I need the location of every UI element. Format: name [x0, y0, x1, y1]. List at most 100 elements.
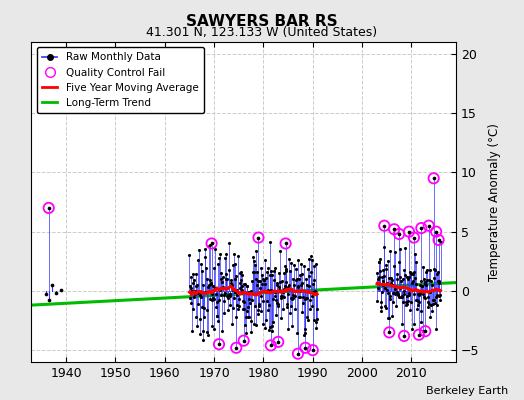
Point — [266, 324, 274, 330]
Point — [421, 278, 429, 285]
Point — [231, 276, 239, 282]
Point — [435, 292, 443, 299]
Point — [296, 288, 304, 294]
Point — [373, 270, 381, 276]
Point — [226, 302, 235, 308]
Point — [250, 257, 258, 264]
Point — [228, 305, 237, 312]
Point — [390, 226, 398, 232]
Point — [409, 290, 418, 297]
Point — [399, 276, 408, 282]
Point — [232, 314, 241, 320]
Point — [205, 296, 214, 303]
Point — [391, 249, 399, 256]
Point — [289, 276, 298, 282]
Point — [300, 332, 308, 339]
Point — [276, 248, 285, 254]
Point — [301, 330, 309, 337]
Point — [246, 300, 254, 306]
Point — [399, 298, 407, 305]
Point — [374, 285, 382, 291]
Point — [308, 293, 316, 299]
Point — [186, 282, 194, 289]
Point — [292, 276, 301, 282]
Point — [385, 315, 393, 321]
Point — [309, 347, 317, 353]
Point — [400, 333, 408, 339]
Point — [278, 292, 286, 299]
Point — [404, 298, 412, 304]
Point — [215, 285, 223, 292]
Point — [187, 274, 195, 280]
Point — [417, 225, 425, 231]
Point — [311, 288, 319, 294]
Point — [301, 344, 310, 351]
Point — [411, 275, 419, 281]
Point — [273, 282, 281, 288]
Point — [274, 339, 282, 345]
Point — [245, 289, 254, 295]
Point — [403, 274, 411, 280]
Point — [387, 280, 395, 286]
Point — [290, 293, 299, 300]
Point — [258, 320, 267, 327]
Point — [267, 268, 275, 274]
Point — [235, 303, 243, 310]
Point — [426, 289, 434, 296]
Point — [45, 205, 53, 211]
Point — [191, 313, 200, 320]
Point — [249, 321, 258, 327]
Point — [209, 282, 217, 289]
Point — [188, 328, 196, 334]
Point — [221, 255, 230, 261]
Point — [238, 306, 247, 312]
Point — [304, 266, 312, 272]
Point — [216, 276, 225, 282]
Point — [239, 338, 248, 344]
Point — [414, 298, 423, 305]
Point — [374, 259, 383, 265]
Point — [408, 326, 417, 332]
Point — [377, 308, 386, 314]
Point — [200, 313, 209, 320]
Point — [220, 298, 228, 304]
Point — [232, 273, 240, 279]
Point — [269, 319, 277, 326]
Point — [248, 296, 256, 303]
Point — [424, 304, 432, 310]
Point — [389, 262, 398, 269]
Point — [258, 272, 266, 278]
Point — [202, 265, 210, 272]
Y-axis label: Temperature Anomaly (°C): Temperature Anomaly (°C) — [487, 123, 500, 281]
Point — [208, 240, 216, 247]
Point — [278, 278, 287, 284]
Point — [190, 294, 198, 300]
Point — [213, 313, 221, 319]
Point — [259, 277, 268, 283]
Point — [380, 273, 388, 279]
Point — [435, 280, 444, 286]
Point — [410, 234, 418, 241]
Point — [421, 328, 430, 334]
Point — [185, 295, 194, 301]
Point — [191, 290, 199, 297]
Point — [214, 318, 222, 324]
Point — [297, 261, 305, 267]
Point — [291, 288, 300, 294]
Point — [281, 279, 290, 286]
Point — [265, 238, 274, 245]
Legend: Raw Monthly Data, Quality Control Fail, Five Year Moving Average, Long-Term Tren: Raw Monthly Data, Quality Control Fail, … — [37, 47, 204, 113]
Point — [429, 297, 438, 303]
Point — [422, 282, 430, 288]
Point — [416, 290, 424, 296]
Point — [187, 300, 195, 306]
Point — [279, 270, 288, 276]
Point — [214, 260, 222, 267]
Point — [193, 257, 202, 264]
Point — [290, 262, 299, 268]
Point — [229, 262, 237, 268]
Point — [424, 276, 433, 283]
Point — [395, 231, 403, 237]
Point — [392, 288, 401, 295]
Point — [279, 289, 287, 295]
